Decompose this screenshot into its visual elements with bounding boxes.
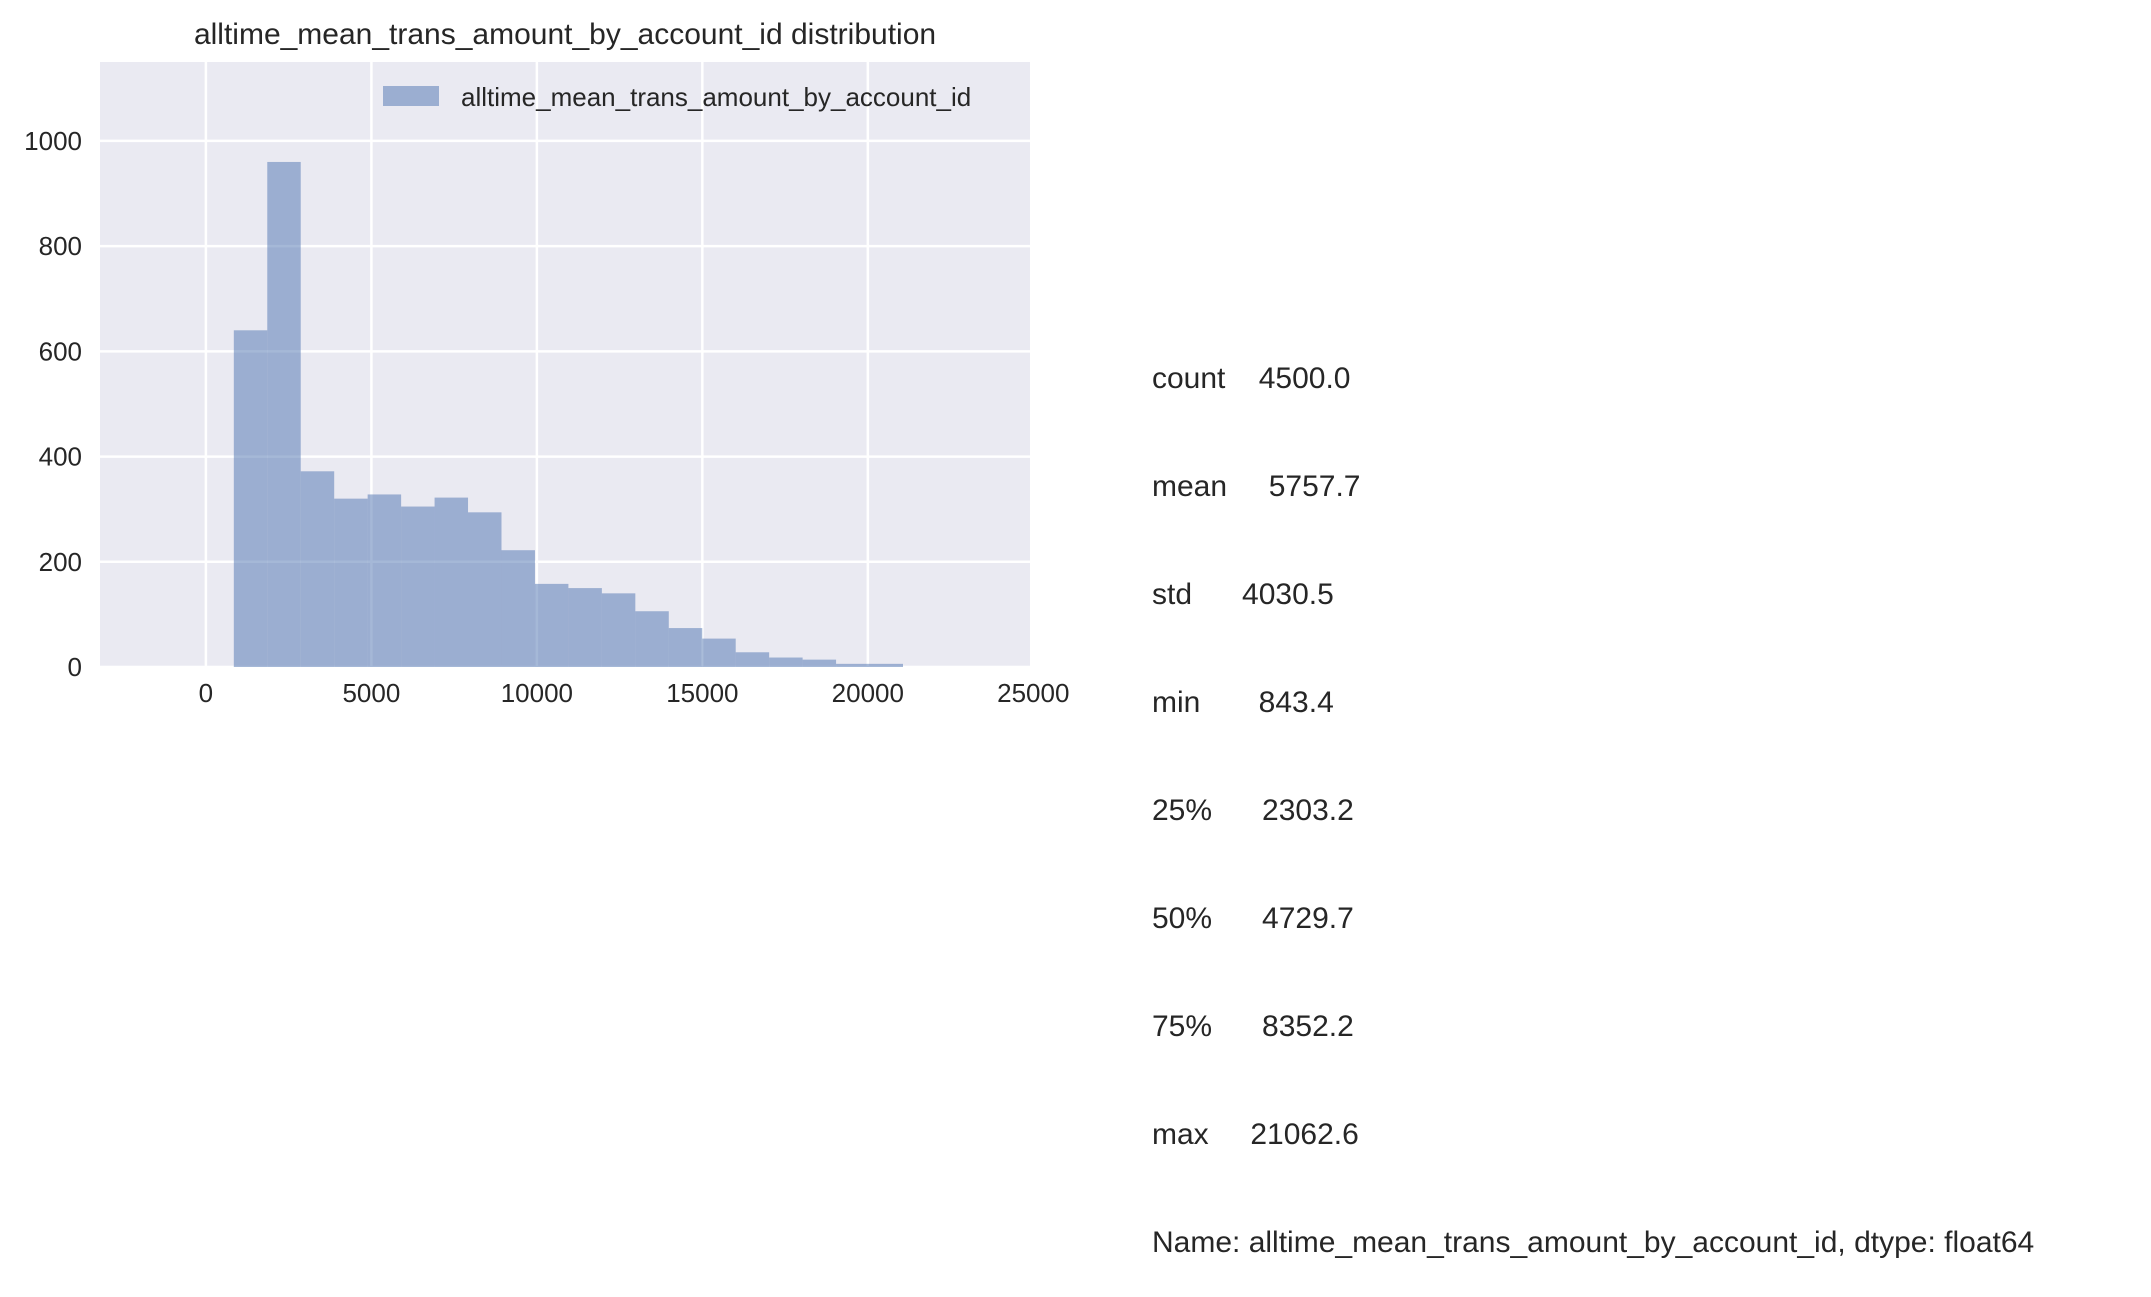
legend: alltime_mean_trans_amount_by_account_id — [383, 82, 971, 112]
histogram-bar — [668, 628, 703, 667]
legend-label: alltime_mean_trans_amount_by_account_id — [461, 82, 971, 112]
chart-title: alltime_mean_trans_amount_by_account_id … — [194, 18, 936, 51]
histogram-bar — [334, 498, 368, 667]
histogram-bar — [568, 588, 602, 667]
y-tick-label: 0 — [68, 652, 82, 682]
x-tick-label: 25000 — [997, 678, 1069, 708]
histogram-bar — [635, 611, 669, 667]
stats-50-line: 50% 4729.7 — [1152, 902, 1354, 935]
stats-min-line: min 843.4 — [1152, 686, 1334, 719]
stats-name-line: Name: alltime_mean_trans_amount_by_accou… — [1152, 1226, 2035, 1259]
stats-75-line: 75% 8352.2 — [1152, 1010, 1354, 1043]
histogram-chart: 0 5000 10000 15000 20000 25000 0 200 400 600 800 1… — [24, 18, 1070, 708]
stats-max-line: max 21062.6 — [1152, 1118, 1359, 1151]
y-axis-ticks: 0 200 400 600 800 1000 — [24, 126, 82, 682]
y-tick-label: 400 — [39, 442, 82, 472]
y-tick-label: 200 — [39, 547, 82, 577]
x-tick-label: 5000 — [342, 678, 400, 708]
histogram-bar — [869, 663, 903, 667]
histogram-bar — [802, 659, 837, 667]
histogram-bar — [401, 506, 435, 667]
summary-statistics: count 4500.0 mean 5757.7 std 4030.5 min … — [1152, 289, 2034, 1297]
histogram-bar — [501, 550, 535, 667]
y-tick-label: 800 — [39, 231, 82, 261]
histogram-bar — [233, 330, 268, 667]
histogram-bar — [534, 583, 569, 667]
y-tick-label: 1000 — [24, 126, 82, 156]
x-tick-label: 15000 — [666, 678, 738, 708]
x-axis-ticks: 0 5000 10000 15000 20000 25000 — [199, 678, 1070, 708]
legend-swatch — [383, 86, 439, 106]
stats-count-line: count 4500.0 — [1152, 362, 1351, 395]
histogram-bar — [769, 657, 803, 667]
histogram-bar — [468, 512, 502, 667]
x-tick-label: 10000 — [501, 678, 573, 708]
histogram-bar — [601, 593, 636, 667]
histogram-bar — [836, 663, 870, 667]
histogram-bar — [434, 497, 469, 667]
histogram-bar — [735, 652, 770, 667]
y-tick-label: 600 — [39, 336, 82, 366]
histogram-bar — [702, 638, 736, 667]
histogram-bar — [367, 494, 402, 667]
stats-std-line: std 4030.5 — [1152, 578, 1334, 611]
stats-mean-line: mean 5757.7 — [1152, 470, 1361, 503]
histogram-bar — [267, 161, 301, 667]
histogram-bars — [233, 161, 903, 667]
stats-25-line: 25% 2303.2 — [1152, 794, 1354, 827]
histogram-bar — [300, 471, 335, 667]
x-tick-label: 20000 — [832, 678, 904, 708]
x-tick-label: 0 — [199, 678, 213, 708]
